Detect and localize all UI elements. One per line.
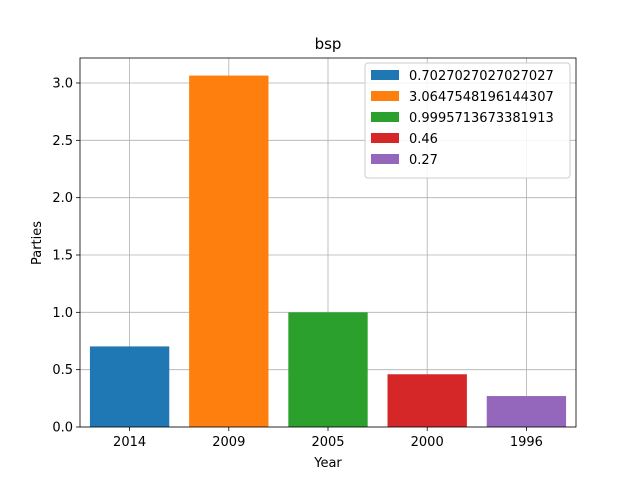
legend-label: 0.7027027027027027: [409, 69, 554, 84]
x-axis-label: Year: [313, 456, 342, 471]
bar-2009: [189, 75, 269, 428]
y-tick-label: 0.0: [52, 421, 73, 436]
x-tick-label: 1996: [510, 435, 543, 450]
chart-title: bsp: [315, 35, 342, 53]
legend-swatch: [371, 112, 399, 122]
y-tick-label: 0.5: [52, 363, 73, 378]
y-axis-label: Parties: [30, 221, 45, 265]
bar-2005: [288, 312, 368, 427]
legend-label: 3.0647548196144307: [409, 90, 554, 105]
legend: 0.7027027027027027 3.0647548196144307 0.99…: [364, 62, 571, 179]
y-tick-label: 1.5: [52, 248, 73, 263]
y-tick-label: 2.5: [52, 134, 73, 149]
bar-2014: [89, 346, 170, 427]
ticks: 0.0 0.5 1.0 1.5 2.0 2.5 3.0 2014 2009 2005 2000 199…: [52, 76, 543, 450]
bars: [89, 75, 567, 428]
y-tick-label: 2.0: [52, 191, 73, 206]
legend-swatch: [371, 133, 399, 143]
y-tick-label: 1.0: [52, 306, 73, 321]
legend-label: 0.9995713673381913: [409, 111, 554, 126]
x-tick-label: 2014: [113, 435, 146, 450]
legend-label: 0.27: [409, 153, 438, 168]
bar-2000: [387, 374, 467, 427]
legend-label: 0.46: [409, 132, 438, 147]
x-tick-label: 2009: [212, 435, 245, 450]
x-tick-label: 2000: [411, 435, 444, 450]
bar-1996: [486, 396, 567, 427]
y-tick-label: 3.0: [52, 76, 73, 91]
x-tick-label: 2005: [311, 435, 344, 450]
legend-swatch: [371, 154, 399, 164]
legend-swatch: [371, 91, 399, 101]
legend-swatch: [371, 70, 399, 80]
legend-box: [364, 62, 571, 179]
